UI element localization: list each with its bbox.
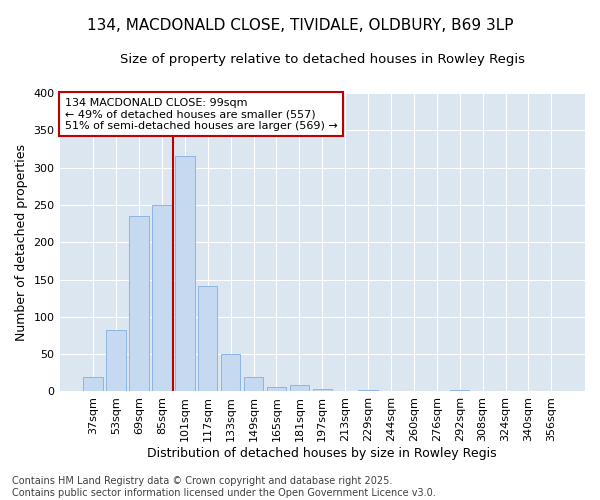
- Bar: [152, 205, 172, 392]
- X-axis label: Distribution of detached houses by size in Rowley Regis: Distribution of detached houses by size …: [148, 447, 497, 460]
- Title: Size of property relative to detached houses in Rowley Regis: Size of property relative to detached ho…: [120, 52, 525, 66]
- Bar: [198, 286, 217, 392]
- Bar: [450, 390, 469, 392]
- Bar: [175, 156, 194, 392]
- Bar: [244, 378, 263, 392]
- Bar: [221, 354, 241, 392]
- Bar: [519, 390, 538, 392]
- Bar: [290, 384, 309, 392]
- Bar: [358, 390, 378, 392]
- Bar: [83, 378, 103, 392]
- Text: Contains HM Land Registry data © Crown copyright and database right 2025.
Contai: Contains HM Land Registry data © Crown c…: [12, 476, 436, 498]
- Text: 134, MACDONALD CLOSE, TIVIDALE, OLDBURY, B69 3LP: 134, MACDONALD CLOSE, TIVIDALE, OLDBURY,…: [87, 18, 513, 32]
- Bar: [313, 389, 332, 392]
- Bar: [267, 387, 286, 392]
- Text: 134 MACDONALD CLOSE: 99sqm
← 49% of detached houses are smaller (557)
51% of sem: 134 MACDONALD CLOSE: 99sqm ← 49% of deta…: [65, 98, 338, 130]
- Bar: [129, 216, 149, 392]
- Bar: [106, 330, 126, 392]
- Y-axis label: Number of detached properties: Number of detached properties: [15, 144, 28, 341]
